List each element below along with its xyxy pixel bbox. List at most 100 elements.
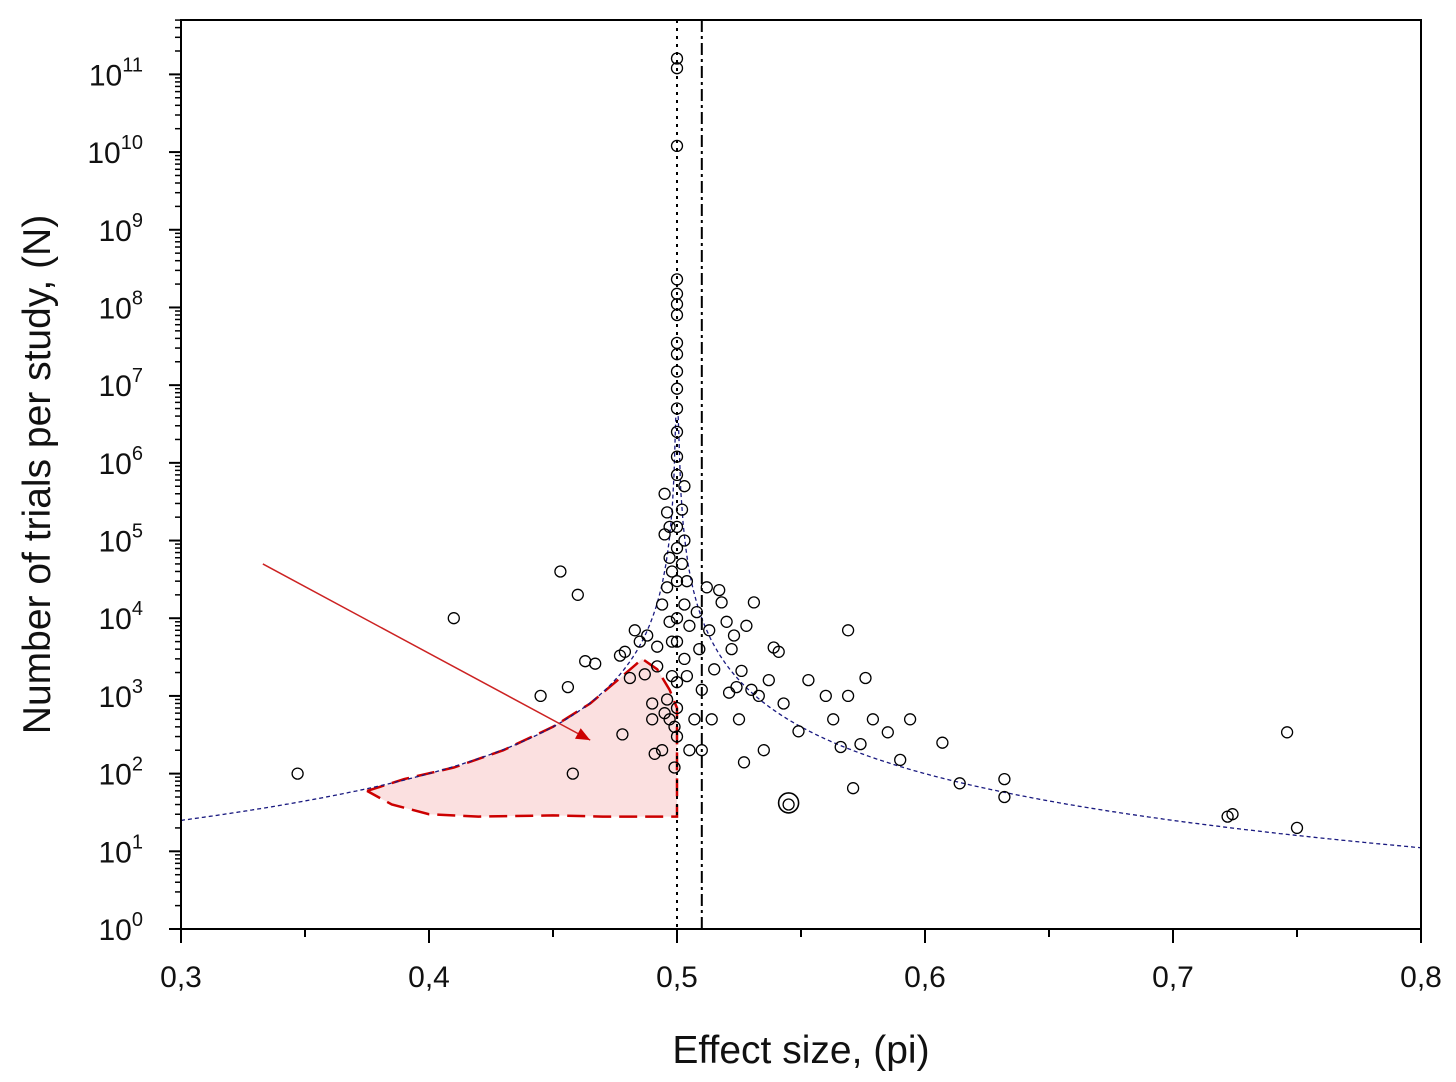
- y-tick-label: 109: [99, 210, 144, 248]
- data-point: [651, 660, 664, 673]
- data-point: [658, 528, 671, 541]
- red-region-boundary: [366, 657, 679, 818]
- y-tick-label: 105: [99, 521, 144, 559]
- data-point: [670, 52, 684, 65]
- data-point: [618, 645, 632, 658]
- data-point: [554, 565, 567, 578]
- data-point: [747, 596, 761, 609]
- data-point: [623, 671, 637, 685]
- data-point: [670, 676, 684, 689]
- data-point: [802, 673, 815, 687]
- y-tick-label: 101: [99, 831, 144, 869]
- data-point: [670, 635, 684, 648]
- data-point: [903, 713, 917, 726]
- data-point: [665, 565, 679, 578]
- data-point: [680, 575, 694, 588]
- data-point: [859, 671, 872, 685]
- data-point: [683, 744, 696, 757]
- data-point: [648, 747, 661, 760]
- data-point: [792, 725, 805, 738]
- annotation-arrow-layer: [262, 563, 591, 741]
- data-point: [841, 624, 855, 637]
- data-point: [589, 657, 602, 670]
- data-point: [1280, 726, 1294, 739]
- data-point: [695, 744, 708, 757]
- data-point: [777, 697, 790, 710]
- data-point: [834, 740, 847, 754]
- data-point: [715, 596, 728, 609]
- data-point: [730, 680, 743, 694]
- data-point: [668, 761, 681, 774]
- data-point: [660, 693, 674, 706]
- y-tick-label: 108: [99, 287, 144, 325]
- axis-ticks-layer: [169, 19, 1422, 943]
- data-point: [670, 365, 684, 378]
- data-point: [670, 308, 684, 322]
- data-point: [722, 686, 736, 699]
- data-point: [819, 689, 832, 703]
- data-point: [646, 697, 659, 710]
- data-point: [936, 736, 949, 749]
- data-point: [566, 767, 579, 780]
- data-point: [725, 642, 738, 656]
- data-point: [732, 713, 746, 726]
- data-point: [678, 480, 691, 493]
- data-point: [1290, 821, 1304, 835]
- data-point: [708, 663, 721, 676]
- data-point: [670, 612, 684, 625]
- data-point: [670, 468, 684, 482]
- data-point: [688, 713, 701, 726]
- annotation-arrow-line: [262, 563, 591, 741]
- y-tick-label: 1011: [89, 54, 143, 92]
- x-tick-label: 0,7: [1152, 961, 1194, 994]
- x-tick-label: 0,3: [160, 961, 202, 994]
- data-point: [683, 619, 696, 632]
- data-point: [561, 680, 575, 694]
- tick-labels-layer: 0,3 0,4 0,5 0,6 0,7 0,8 100 101 102 103 104 105 106 1…: [87, 54, 1441, 994]
- x-tick-label: 0,5: [656, 961, 698, 994]
- data-point: [894, 753, 907, 767]
- data-point: [720, 615, 733, 628]
- data-point: [695, 683, 708, 696]
- data-point: [1226, 808, 1239, 821]
- reference-lines-layer: [676, 20, 703, 929]
- data-point: [675, 557, 689, 571]
- data-point: [670, 273, 684, 286]
- data-point-large: [777, 792, 800, 814]
- data-point: [762, 673, 775, 687]
- data-point: [782, 798, 795, 811]
- data-point: [670, 62, 684, 75]
- data-point: [846, 782, 860, 795]
- data-point: [641, 629, 654, 642]
- data-point: [727, 629, 741, 642]
- data-point: [658, 487, 671, 500]
- plot-frame: [180, 19, 1422, 930]
- data-point: [633, 635, 646, 648]
- x-tick-label: 0,6: [904, 961, 946, 994]
- data-point: [660, 581, 674, 594]
- y-tick-label: 106: [99, 443, 144, 481]
- data-points-layer: [291, 52, 1304, 835]
- data-point: [866, 713, 880, 726]
- data-point: [953, 777, 966, 790]
- data-point: [745, 683, 758, 696]
- y-tick-label: 102: [99, 754, 144, 792]
- data-point: [663, 615, 676, 628]
- data-point: [571, 588, 584, 601]
- data-point: [663, 551, 676, 564]
- data-point: [757, 744, 770, 757]
- x-tick-label: 0,4: [408, 961, 450, 994]
- data-point: [579, 655, 592, 668]
- data-point: [670, 382, 684, 395]
- data-point: [881, 726, 894, 739]
- data-point: [690, 605, 703, 619]
- data-point: [772, 645, 785, 658]
- y-tick-label: 107: [99, 365, 144, 403]
- data-point: [998, 772, 1011, 786]
- x-axis-label: Effect size, (pi): [672, 1029, 929, 1072]
- data-point: [678, 534, 691, 547]
- data-point: [680, 669, 694, 683]
- y-tick-label: 103: [99, 676, 144, 714]
- data-point: [678, 598, 691, 611]
